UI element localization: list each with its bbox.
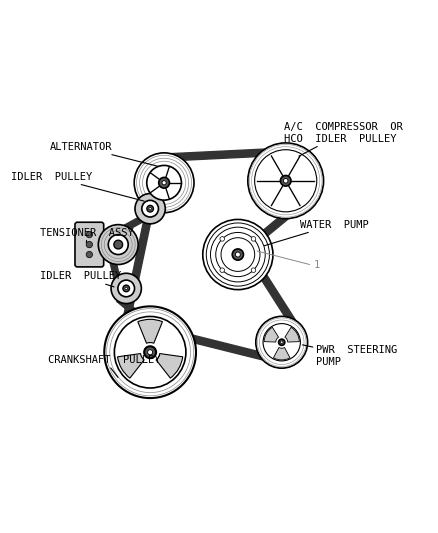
Text: ALTERNATOR: ALTERNATOR: [50, 142, 158, 166]
Circle shape: [254, 150, 317, 212]
Circle shape: [263, 324, 300, 361]
Text: TENSIONER  ASSY: TENSIONER ASSY: [40, 228, 134, 243]
Circle shape: [279, 339, 285, 345]
Text: IDLER  PULLEY: IDLER PULLEY: [40, 271, 122, 287]
Circle shape: [86, 231, 92, 238]
Polygon shape: [145, 195, 155, 204]
Circle shape: [125, 287, 127, 289]
Circle shape: [280, 341, 283, 344]
Text: CRANKSHAFT  PULLEY: CRANKSHAFT PULLEY: [49, 355, 161, 377]
Circle shape: [147, 165, 181, 200]
Wedge shape: [264, 327, 279, 342]
Circle shape: [86, 241, 92, 248]
Text: PWR  STEERING
PUMP: PWR STEERING PUMP: [303, 345, 397, 367]
Wedge shape: [117, 353, 144, 378]
Polygon shape: [117, 297, 136, 314]
Circle shape: [251, 268, 256, 272]
Circle shape: [142, 200, 159, 217]
Polygon shape: [110, 258, 120, 280]
Polygon shape: [168, 149, 271, 161]
Polygon shape: [181, 333, 290, 367]
Circle shape: [283, 179, 288, 183]
Circle shape: [123, 285, 130, 292]
Polygon shape: [258, 270, 298, 327]
Circle shape: [114, 240, 123, 249]
Circle shape: [98, 224, 138, 264]
Circle shape: [203, 220, 273, 289]
Circle shape: [118, 280, 134, 297]
Circle shape: [86, 252, 92, 258]
Circle shape: [220, 237, 225, 241]
Circle shape: [111, 273, 141, 304]
Circle shape: [134, 153, 194, 213]
Wedge shape: [156, 353, 183, 378]
Circle shape: [162, 181, 166, 185]
Circle shape: [135, 193, 165, 224]
Circle shape: [147, 205, 153, 212]
Circle shape: [220, 268, 225, 272]
Circle shape: [280, 175, 291, 186]
Circle shape: [114, 317, 186, 388]
FancyBboxPatch shape: [75, 222, 104, 267]
Wedge shape: [273, 348, 290, 360]
Text: 1: 1: [314, 260, 320, 270]
Circle shape: [248, 143, 324, 219]
Text: IDLER  PULLEY: IDLER PULLEY: [11, 172, 144, 201]
Circle shape: [149, 207, 152, 210]
Text: WATER  PUMP: WATER PUMP: [264, 220, 368, 246]
Circle shape: [159, 177, 170, 188]
Polygon shape: [258, 203, 301, 240]
Wedge shape: [138, 319, 162, 343]
Circle shape: [256, 317, 307, 368]
Circle shape: [104, 306, 196, 398]
Circle shape: [108, 235, 128, 255]
Circle shape: [144, 346, 156, 358]
Polygon shape: [124, 205, 154, 317]
Polygon shape: [123, 215, 145, 231]
Circle shape: [235, 252, 240, 257]
Wedge shape: [285, 327, 299, 342]
Circle shape: [251, 237, 256, 241]
Circle shape: [232, 249, 244, 260]
Text: A/C  COMPRESSOR  OR
HCO  IDLER  PULLEY: A/C COMPRESSOR OR HCO IDLER PULLEY: [284, 122, 403, 156]
Circle shape: [148, 350, 153, 355]
